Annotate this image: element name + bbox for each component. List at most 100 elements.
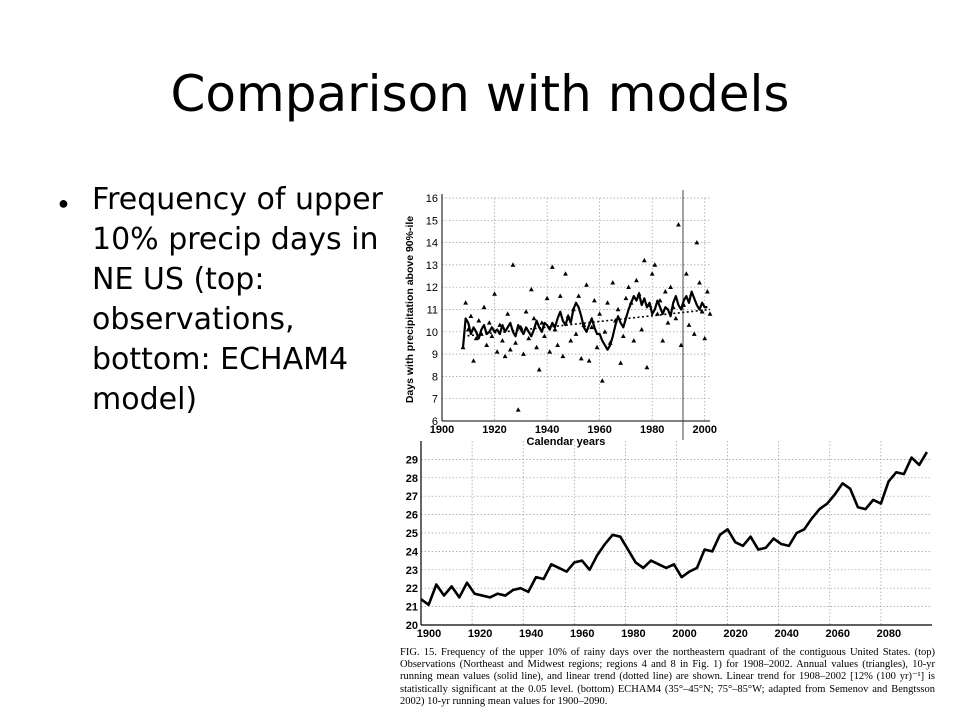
- annual-value-triangle: [552, 326, 558, 332]
- bullet-dot: ●: [58, 193, 69, 213]
- y-tick-label: 29: [406, 454, 418, 466]
- annual-value-triangle: [613, 318, 618, 323]
- y-axis-label: Days with precipitation above 90%-ile: [404, 216, 416, 403]
- y-tick-label: 11: [427, 305, 438, 317]
- annual-value-triangle: [607, 340, 613, 345]
- annual-value-triangle: [620, 333, 626, 339]
- x-tick-label: 2060: [826, 628, 850, 640]
- annual-value-triangle: [689, 291, 695, 296]
- annual-value-triangle: [518, 324, 524, 330]
- annual-value-triangle: [542, 333, 547, 339]
- annual-value-triangle: [539, 320, 545, 325]
- x-tick-label: 1940: [519, 628, 543, 640]
- annual-value-triangle: [655, 311, 660, 316]
- annual-value-triangle: [660, 338, 666, 343]
- annual-value-triangle: [649, 271, 655, 276]
- annual-value-triangle: [463, 300, 469, 305]
- annual-value-triangle: [563, 271, 568, 276]
- annual-value-triangle: [465, 326, 471, 332]
- y-tick-label: 8: [432, 371, 438, 383]
- annual-value-triangle: [484, 342, 490, 347]
- x-tick-label: 2020: [723, 628, 747, 640]
- y-tick-label: 28: [406, 473, 418, 485]
- annual-value-triangle: [570, 306, 576, 312]
- annual-value-triangle: [581, 322, 587, 327]
- model-running-mean-line: [420, 451, 929, 607]
- annual-value-triangle: [479, 331, 484, 336]
- x-tick-label: 1900: [417, 628, 441, 640]
- observations-plot: 6 7 8 9 10 11 12 13 14 15 16 1900 1920 1940 1960 1980 20…: [404, 190, 717, 448]
- x-tick-label: 2080: [877, 628, 901, 640]
- x-tick-label: 1960: [570, 628, 594, 640]
- slide-title: Comparison with models: [170, 65, 790, 123]
- model-plot: 20 21 22 23 24 25 26 27 28 29 1900 1920 1940 1960 1980…: [406, 441, 932, 640]
- annual-value-triangle: [702, 335, 708, 341]
- annual-value-triangle: [704, 289, 710, 294]
- y-tick-label: 6: [432, 416, 438, 428]
- annual-value-triangle: [544, 295, 550, 301]
- annual-value-triangle: [683, 271, 689, 276]
- x-tick-label: 1980: [640, 424, 664, 436]
- annual-value-triangle: [497, 322, 503, 327]
- running-mean-line: [461, 290, 708, 351]
- annual-value-triangle: [528, 286, 534, 292]
- x-tick-label: 2000: [693, 424, 717, 436]
- y-tick-label: 25: [406, 528, 418, 540]
- annual-value-triangle: [565, 313, 571, 318]
- annual-value-triangle: [505, 311, 511, 316]
- annual-value-triangle: [481, 304, 487, 310]
- annual-value-triangle: [471, 358, 476, 363]
- y-tick-label: 15: [426, 215, 438, 227]
- annual-value-triangle: [502, 353, 508, 359]
- y-tick-label: 9: [432, 349, 438, 361]
- annual-value-triangle: [610, 280, 616, 285]
- x-tick-label: 2000: [672, 628, 696, 640]
- annual-value-triangle: [560, 353, 566, 359]
- annual-value-triangle: [623, 295, 629, 301]
- annual-value-triangle: [547, 349, 553, 354]
- annual-value-triangle: [676, 222, 681, 227]
- y-tick-label: 16: [426, 193, 438, 205]
- annual-value-triangle: [586, 358, 592, 363]
- annual-value-triangle: [652, 262, 658, 267]
- annual-value-triangle: [662, 289, 668, 294]
- y-tick-label: 10: [426, 327, 438, 339]
- annual-value-triangle: [473, 335, 479, 341]
- annual-value-triangle: [523, 309, 529, 314]
- annual-value-triangle: [494, 349, 500, 354]
- annual-value-triangle: [602, 329, 608, 334]
- annual-value-triangle: [521, 351, 526, 356]
- annual-value-triangle: [657, 297, 663, 303]
- annual-value-triangle: [668, 284, 673, 289]
- annual-value-triangle: [460, 344, 466, 350]
- y-tick-label: 13: [426, 260, 438, 272]
- annual-value-triangle: [628, 300, 634, 305]
- annual-value-triangle: [665, 320, 671, 325]
- annual-value-triangle: [618, 360, 624, 365]
- annual-value-triangle: [468, 313, 474, 318]
- annual-value-triangle: [573, 331, 579, 336]
- annual-value-triangle: [594, 344, 600, 350]
- annual-value-triangle: [641, 257, 647, 263]
- annual-value-triangle: [639, 326, 645, 332]
- annual-value-triangle: [670, 304, 676, 310]
- linear-trend-line: [462, 308, 711, 338]
- annual-value-triangle: [492, 291, 497, 296]
- annual-value-triangle: [576, 293, 582, 298]
- y-tick-label: 12: [426, 282, 438, 294]
- annual-value-triangle: [486, 320, 492, 325]
- y-tick-label: 26: [406, 510, 418, 522]
- y-tick-label: 22: [406, 583, 418, 595]
- x-tick-label: 2040: [774, 628, 798, 640]
- annual-value-triangle: [636, 291, 642, 296]
- annual-value-triangle: [605, 300, 610, 305]
- annual-value-triangle: [694, 240, 700, 245]
- annual-value-triangle: [678, 342, 684, 347]
- annual-value-triangle: [599, 378, 605, 383]
- bullet-text: Frequency of upper 10% precip days in NE…: [92, 182, 383, 417]
- y-tick-label: 14: [426, 238, 438, 250]
- y-tick-label: 23: [406, 565, 418, 577]
- annual-value-triangle: [634, 277, 639, 283]
- annual-value-triangle: [549, 264, 555, 269]
- annual-value-triangle: [510, 262, 516, 267]
